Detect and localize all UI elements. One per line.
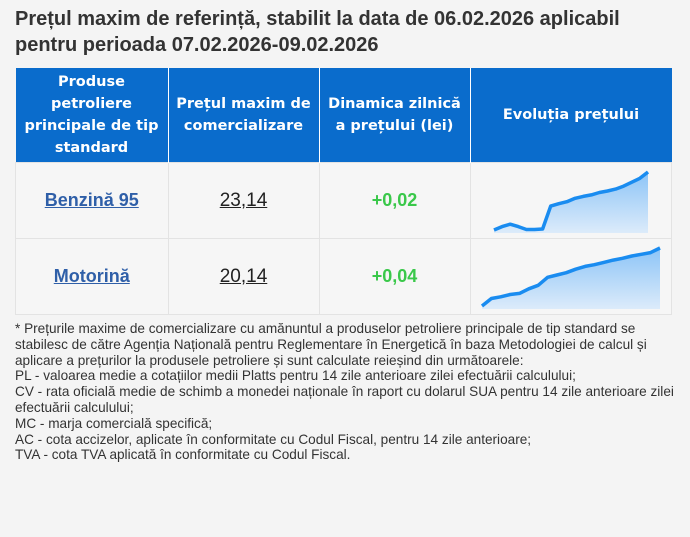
footnotes: * Prețurile maxime de comercializare cu … bbox=[15, 321, 675, 463]
table-row: Benzină 95 23,14 +0,02 bbox=[15, 162, 672, 239]
note: CV - rata oficială medie de schimb a mon… bbox=[15, 384, 674, 415]
page-title: Prețul maxim de referință, stabilit la d… bbox=[15, 8, 620, 56]
note: AC - cota accizelor, aplicate în conform… bbox=[15, 431, 532, 447]
daily-change: +0,02 bbox=[371, 190, 418, 210]
price-table: Produse petroliere principale de tip sta… bbox=[15, 68, 672, 315]
header-product: Produse petroliere principale de tip sta… bbox=[15, 68, 168, 163]
note: * Prețurile maxime de comercializare cu … bbox=[15, 321, 647, 368]
price-link[interactable]: 23,14 bbox=[219, 189, 268, 211]
note: MC - marja comercială specifică; bbox=[15, 415, 213, 431]
price-link[interactable]: 20,14 bbox=[219, 265, 268, 287]
note: PL - valoarea medie a cotațiilor medii P… bbox=[15, 368, 576, 384]
product-link[interactable]: Motorină bbox=[53, 266, 130, 286]
product-link[interactable]: Benzină 95 bbox=[44, 190, 139, 210]
sparkline-line bbox=[480, 245, 661, 307]
table-header: Produse petroliere principale de tip sta… bbox=[15, 68, 672, 163]
header-price: Prețul maxim de comercializare bbox=[167, 68, 319, 163]
sparkline-chart bbox=[480, 245, 661, 309]
header-evolution: Evoluția prețului bbox=[469, 68, 672, 163]
sparkline-area bbox=[493, 171, 648, 233]
sparkline-line bbox=[493, 170, 649, 232]
note: TVA - cota TVA aplicată în conformitate … bbox=[15, 447, 351, 463]
header-dynamics: Dinamica zilnică a prețului (lei) bbox=[318, 68, 470, 163]
sparkline-area bbox=[481, 247, 660, 309]
table-row: Motorină 20,14 +0,04 bbox=[15, 238, 672, 315]
sparkline-chart bbox=[493, 170, 649, 233]
daily-change: +0,04 bbox=[371, 266, 418, 286]
